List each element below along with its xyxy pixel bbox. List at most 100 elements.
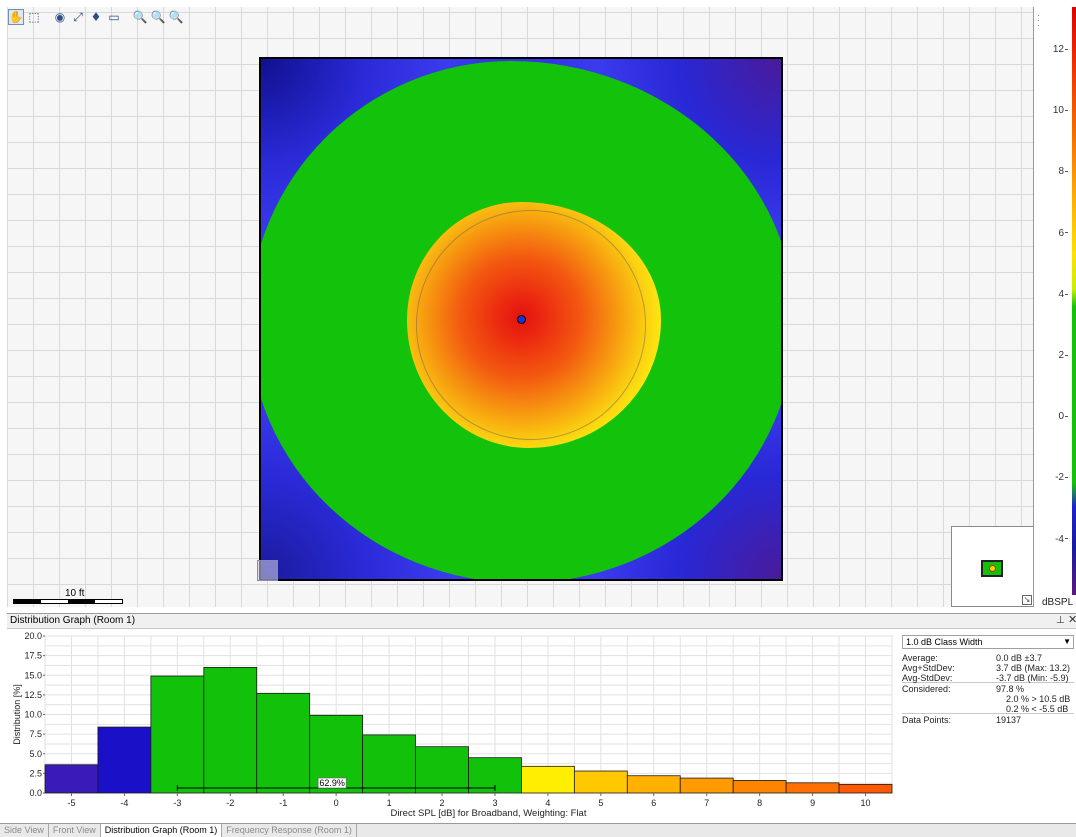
zoom-out-icon[interactable]: 🔍 (168, 10, 184, 24)
coverage-circle (416, 210, 646, 440)
histogram-bar (838, 783, 893, 794)
range-annotation-box (317, 777, 347, 789)
scale-label: 10 ft (65, 588, 85, 599)
marker-pin-icon[interactable]: ♦ (90, 10, 102, 24)
histogram-bar (44, 764, 99, 794)
speaker-tool-icon[interactable]: ◉ (54, 10, 66, 24)
class-width-select[interactable]: 1.0 dB Class Width ▼ (902, 635, 1074, 649)
x-tick-label: -1 (279, 798, 287, 808)
x-tick-label: -3 (173, 798, 181, 808)
x-tick-label: -5 (67, 798, 75, 808)
y-tick-label: 5.0 (29, 749, 42, 759)
tab-side-view[interactable]: Side View (0, 824, 49, 837)
select-rectangle-icon[interactable]: ⬚ (28, 10, 40, 24)
x-tick-label: 7 (704, 798, 709, 808)
x-tick-label: 5 (598, 798, 603, 808)
stat-below-range: 0.2 % < -5.5 dB (902, 704, 1074, 714)
y-tick-label: 0.0 (29, 788, 42, 798)
x-tick-label: 0 (334, 798, 339, 808)
histogram-bar (97, 726, 152, 794)
legend-tick-label: 10 (1037, 105, 1068, 116)
x-tick-label: 6 (651, 798, 656, 808)
stat-value: 97.8 % (996, 684, 1025, 694)
stat-data-points: Data Points: 19137 (902, 715, 1074, 725)
distribution-chart: 0.0 2.5 5.0 7.5 10.0 12.5 15.0 17.5 20.0 -5 -4 -3 -2… (12, 631, 893, 819)
x-tick-label: -2 (226, 798, 234, 808)
overview-minimap[interactable]: ↘ (951, 526, 1033, 607)
close-icon[interactable]: ✕ (1068, 614, 1076, 626)
y-tick-label: 2.5 (29, 768, 42, 778)
y-tick-label: 20.0 (24, 631, 42, 641)
y-tick-label: 17.5 (24, 651, 42, 661)
legend-tick-label: 12 (1037, 44, 1068, 55)
tab-frequency-response-room-1[interactable]: Frequency Response (Room 1) (222, 824, 357, 837)
x-tick-label: -4 (120, 798, 128, 808)
distribution-panel: Distribution Graph (Room 1) ⊥ ✕ 0.0 2.5 5.… (7, 613, 1076, 823)
histogram-bar (732, 780, 787, 794)
stat-average: Average: 0.0 dB ±3.7 (902, 653, 1074, 663)
x-tick-label: 8 (757, 798, 762, 808)
distribution-panel-header: Distribution Graph (Room 1) ⊥ ✕ (7, 614, 1076, 629)
histogram-bar (626, 775, 681, 794)
pin-icon[interactable]: ⊥ (1056, 615, 1065, 626)
legend-color-bar (1072, 7, 1076, 595)
dbspl-color-legend: · · · 12 10 8 6 4 2 0 -2 -4 dBSPL (1037, 7, 1076, 613)
histogram-bar (521, 765, 575, 794)
stat-above-range: 2.0 % > 10.5 dB (902, 694, 1074, 704)
x-axis-label: Direct SPL [dB] for Broadband, Weighting… (391, 808, 587, 819)
legend-tick-label: 6 (1037, 228, 1068, 239)
stat-label: Avg-StdDev: (902, 673, 953, 683)
minimap-room (981, 560, 1003, 577)
legend-tick-label: 0 (1037, 411, 1068, 422)
x-tick-label: 10 (861, 798, 871, 808)
coverage-plan-view[interactable]: ✋ ⬚ ◉ ⤢ ♦ ▭ 🔍 🔍 🔍 10 ft ↘ (7, 7, 1034, 607)
stat-value: 19137 (996, 715, 1022, 725)
histogram-bar (362, 734, 416, 794)
stat-value: 0.0 dB ±3.7 (996, 653, 1042, 663)
stat-considered: Considered: 97.8 % (902, 684, 1074, 694)
stat-label: Considered: (902, 684, 951, 694)
tab-distribution-graph-room-1[interactable]: Distribution Graph (Room 1) (100, 824, 223, 837)
stat-avg-plus-stddev: Avg+StdDev: 3.7 dB (Max: 13.2) (902, 663, 1074, 673)
spl-coverage-map[interactable] (259, 57, 783, 581)
stat-label: Avg+StdDev: (902, 663, 955, 673)
legend-unit-label: dBSPL (1042, 597, 1074, 608)
scale-strip (13, 599, 123, 604)
class-width-value: 1.0 dB Class Width (906, 637, 983, 647)
y-tick-label: 7.5 (29, 729, 42, 739)
distribution-panel-title: Distribution Graph (Room 1) (10, 615, 136, 626)
room-corner-handle[interactable] (257, 560, 278, 581)
speaker-position-icon[interactable] (517, 315, 526, 324)
legend-tick-label: 2 (1037, 350, 1068, 361)
room-tool-icon[interactable]: ▭ (108, 10, 120, 24)
stat-label: Average: (902, 653, 938, 663)
scale-bar: 10 ft (13, 588, 123, 604)
x-tick-label: 1 (387, 798, 392, 808)
y-tick-label: 15.0 (24, 670, 42, 680)
tab-front-view[interactable]: Front View (49, 824, 101, 837)
stat-value: 2.0 % > 10.5 dB (1006, 694, 1071, 704)
histogram-bar (150, 675, 205, 794)
histogram-bar (679, 777, 734, 794)
x-tick-label: 9 (810, 798, 815, 808)
stat-label: Data Points: (902, 715, 952, 725)
minimap-resize-icon[interactable]: ↘ (1022, 595, 1032, 605)
measure-line-icon[interactable]: ⤢ (73, 9, 83, 24)
stat-value: -3.7 dB (Min: -5.9) (996, 673, 1069, 683)
histogram-bar (785, 782, 840, 794)
stat-value: 0.2 % < -5.5 dB (1006, 704, 1069, 714)
stat-avg-minus-stddev: Avg-StdDev: -3.7 dB (Min: -5.9) (902, 673, 1074, 683)
chevron-down-icon: ▼ (1063, 637, 1071, 646)
zoom-in-icon[interactable]: 🔍 (132, 10, 148, 24)
legend-tick-label: -2 (1037, 472, 1068, 483)
y-tick-label: 10.0 (24, 710, 42, 720)
histogram-bar (573, 770, 628, 794)
zoom-area-icon[interactable]: 🔍 (150, 10, 166, 24)
x-tick-label: 2 (440, 798, 445, 808)
hand-pan-icon[interactable]: ✋ (8, 9, 24, 25)
bottom-tab-strip: Side View Front View Distribution Graph (R… (0, 823, 1076, 837)
x-tick-label: 4 (545, 798, 550, 808)
range-annotation-label: 62.9% (319, 778, 345, 788)
legend-drag-handle-icon[interactable]: · · · (1037, 11, 1040, 30)
x-tick-label: 3 (492, 798, 497, 808)
